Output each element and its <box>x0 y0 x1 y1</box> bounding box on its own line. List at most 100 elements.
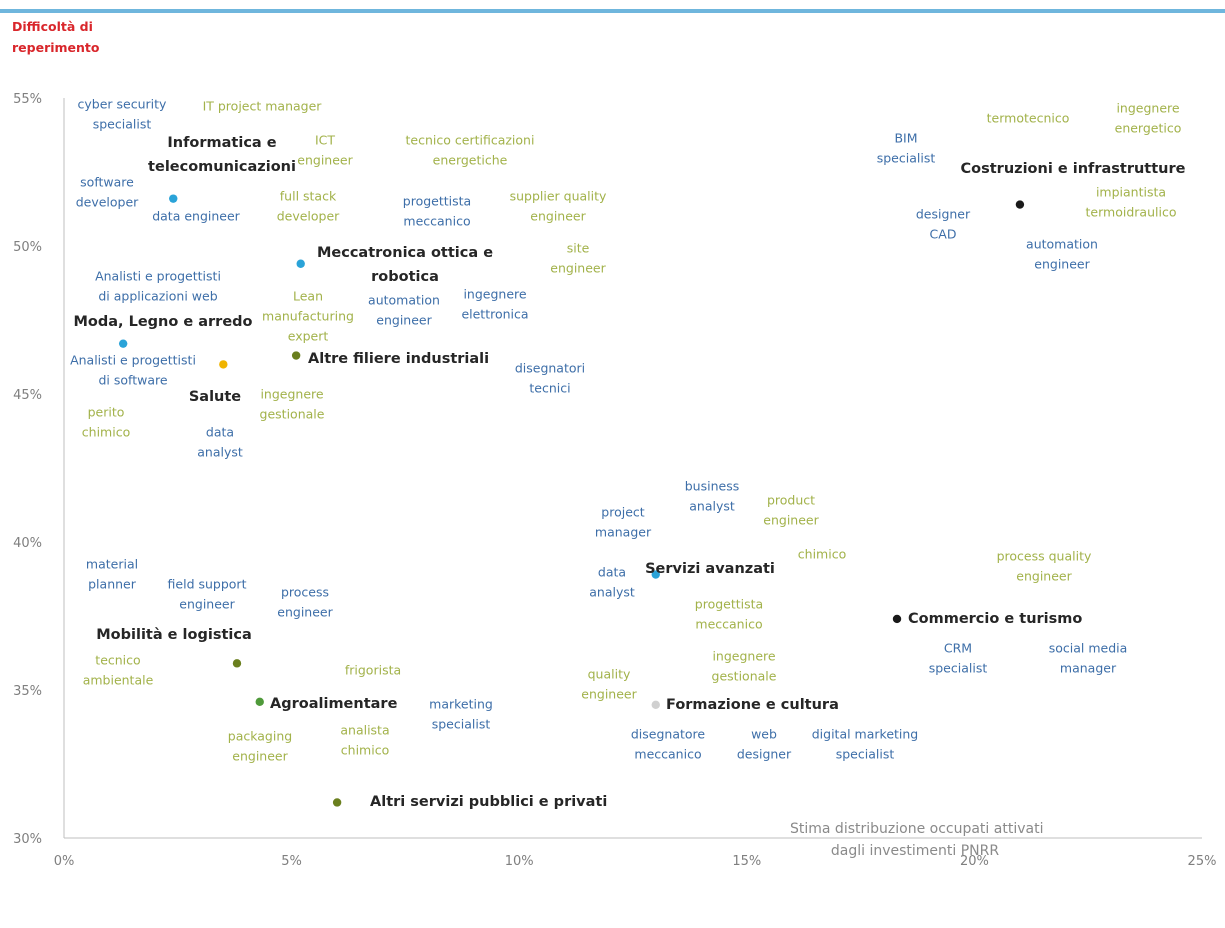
role-annotation: data analyst <box>589 565 635 600</box>
sector-point <box>255 697 264 707</box>
y-tick-label: 55% <box>13 92 42 107</box>
sector-point <box>296 259 305 268</box>
role-annotation-line: gestionale <box>260 407 325 422</box>
role-annotation: supplier quality engineer <box>510 189 607 224</box>
sector-label: Altri servizi pubblici e privati <box>370 794 607 810</box>
top-rule <box>0 9 1225 13</box>
role-annotation: CRM specialist <box>929 641 988 676</box>
sector-label-line: Altre filiere industriali <box>308 351 489 367</box>
role-annotation: analista chimico <box>340 723 389 758</box>
role-annotation-line: CAD <box>930 227 957 242</box>
role-annotation-line: manager <box>1060 661 1117 676</box>
role-annotation: product engineer <box>763 493 819 528</box>
role-annotation-line: energetico <box>1115 121 1182 136</box>
sector-label-line: Altri servizi pubblici e privati <box>370 794 607 810</box>
role-annotation: project manager <box>595 505 652 540</box>
role-annotation: process quality engineer <box>997 549 1092 584</box>
sector-label: Meccatronica ottica e robotica <box>317 245 493 285</box>
role-annotation-line: data engineer <box>152 209 240 224</box>
sector-point <box>118 339 128 348</box>
role-annotation-line: specialist <box>929 661 988 676</box>
role-annotation-line: specialist <box>432 717 491 732</box>
sector-point <box>169 194 178 203</box>
role-annotation-line: planner <box>88 577 137 592</box>
role-annotation-line: analyst <box>589 585 635 600</box>
role-annotation-line: web <box>751 727 777 742</box>
y-tick-label: 30% <box>13 832 42 847</box>
role-annotation: process engineer <box>277 585 333 620</box>
role-annotation-line: di applicazioni web <box>98 289 217 304</box>
role-annotation-line: IT project manager <box>203 99 323 114</box>
role-annotation: data analyst <box>197 425 243 460</box>
role-annotation-line: automation <box>1026 237 1098 252</box>
x-tick-label: 5% <box>281 854 302 869</box>
role-annotation-line: chimico <box>798 547 846 562</box>
sector-point <box>219 360 228 369</box>
role-annotation: perito chimico <box>82 405 130 440</box>
role-annotation-line: engineer <box>179 597 235 612</box>
x-tick-label: 0% <box>54 854 75 869</box>
role-annotation: tecnico certificazioni energetiche <box>406 133 535 168</box>
sector-label: Servizi avanzati <box>645 561 775 577</box>
role-annotation-line: disegnatore <box>631 727 706 742</box>
sector-label: Salute <box>189 389 241 405</box>
role-annotation-line: Analisti e progettisti <box>95 269 221 284</box>
role-annotation-line: analista <box>340 723 389 738</box>
x-tick-label: 25% <box>1188 854 1217 869</box>
role-annotation: site engineer <box>550 241 606 276</box>
role-annotation: software developer <box>76 175 139 210</box>
role-annotation-line: ingegnere <box>1116 101 1179 116</box>
role-annotation-line: BIM <box>894 131 917 146</box>
role-annotation-line: supplier quality <box>510 189 607 204</box>
sector-label: Formazione e cultura <box>666 697 839 713</box>
role-annotation-line: process quality <box>997 549 1092 564</box>
role-annotation: data engineer <box>152 209 240 224</box>
sector-point <box>892 614 902 624</box>
role-annotation-line: meccanico <box>695 617 762 632</box>
role-annotation: material planner <box>86 557 138 592</box>
role-annotation-line: data <box>206 425 234 440</box>
role-annotation: impiantista termoidraulico <box>1086 185 1177 220</box>
x-axis-label-line: Stima distribuzione occupati attivati <box>790 821 1044 837</box>
role-annotation-line: specialist <box>93 117 152 132</box>
role-annotation-line: cyber security <box>78 97 168 112</box>
role-annotation-line: termotecnico <box>987 111 1070 126</box>
sector-label-line: Commercio e turismo <box>908 611 1082 627</box>
y-tick-label: 40% <box>13 536 42 551</box>
y-tick-label: 50% <box>13 240 42 255</box>
sector-point <box>651 700 660 709</box>
y-axis-label-line: reperimento <box>12 40 100 55</box>
role-annotation: disegnatori tecnici <box>515 361 585 396</box>
sector-label-line: Agroalimentare <box>270 696 398 712</box>
role-annotation: digital marketing specialist <box>812 727 919 762</box>
role-annotation-line: tecnico <box>95 653 140 668</box>
role-annotation-line: meccanico <box>634 747 701 762</box>
role-annotation: ingegnere energetico <box>1115 101 1182 136</box>
role-annotation-line: engineer <box>1016 569 1072 584</box>
role-annotation: ingegnere gestionale <box>712 649 777 684</box>
role-annotation: packaging engineer <box>228 729 292 764</box>
sector-label-line: Mobilità e logistica <box>96 627 252 643</box>
role-annotation-line: tecnici <box>529 381 570 396</box>
role-annotation: automation engineer <box>1026 237 1098 272</box>
role-annotation-line: engineer <box>1034 257 1090 272</box>
role-annotation-line: meccanico <box>403 214 470 229</box>
role-annotation-line: digital marketing <box>812 727 919 742</box>
x-axis-label-line: dagli investimenti PNRR <box>830 843 1000 859</box>
role-annotation-line: material <box>86 557 138 572</box>
role-annotation: web designer <box>737 727 792 762</box>
sector-label-line: Informatica e <box>167 135 276 151</box>
role-annotation-line: progettista <box>695 597 763 612</box>
role-annotation-line: developer <box>76 195 139 210</box>
role-annotation-line: engineer <box>277 605 333 620</box>
sector-label: Costruzioni e infrastrutture <box>961 161 1186 177</box>
role-annotation-line: process <box>281 585 329 600</box>
role-annotation-line: ICT <box>315 133 335 148</box>
sector-label-line: telecomunicazioni <box>148 159 296 175</box>
role-annotation-line: engineer <box>232 749 288 764</box>
role-annotation-line: engineer <box>763 513 819 528</box>
role-annotation-line: business <box>685 479 739 494</box>
sector-point <box>1015 200 1025 209</box>
sector-point <box>332 798 342 807</box>
